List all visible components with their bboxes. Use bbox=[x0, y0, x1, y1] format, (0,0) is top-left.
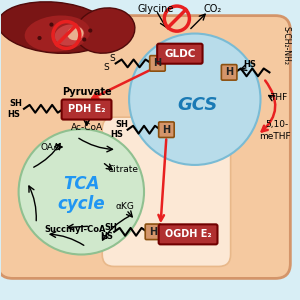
Text: S-CH₂-NH₂: S-CH₂-NH₂ bbox=[281, 26, 290, 65]
Text: Citrate: Citrate bbox=[108, 165, 139, 174]
Text: OAA: OAA bbox=[40, 142, 60, 152]
FancyBboxPatch shape bbox=[150, 56, 165, 71]
Text: TCA: TCA bbox=[63, 175, 100, 193]
Text: H: H bbox=[225, 68, 233, 77]
Text: GLDC: GLDC bbox=[164, 49, 196, 58]
FancyBboxPatch shape bbox=[102, 117, 231, 266]
Text: THF: THF bbox=[270, 93, 287, 102]
Ellipse shape bbox=[55, 24, 84, 46]
Circle shape bbox=[88, 28, 92, 33]
Text: H: H bbox=[162, 125, 170, 135]
Text: CO₂: CO₂ bbox=[204, 4, 222, 14]
Circle shape bbox=[50, 22, 53, 27]
Text: 5,10-: 5,10- bbox=[265, 120, 289, 129]
Text: αKG: αKG bbox=[115, 202, 134, 211]
Text: HS: HS bbox=[244, 60, 256, 69]
Circle shape bbox=[82, 38, 86, 42]
Text: Pyruvate: Pyruvate bbox=[62, 87, 112, 97]
Text: H: H bbox=[153, 58, 161, 68]
FancyBboxPatch shape bbox=[159, 224, 218, 244]
Text: HS: HS bbox=[100, 232, 113, 241]
Text: GCS: GCS bbox=[178, 96, 218, 114]
Text: Ac-CoA: Ac-CoA bbox=[71, 123, 104, 132]
FancyBboxPatch shape bbox=[145, 224, 161, 240]
Ellipse shape bbox=[0, 2, 111, 53]
Text: Succinyl-CoA: Succinyl-CoA bbox=[44, 225, 106, 234]
Text: SH: SH bbox=[10, 99, 23, 108]
FancyBboxPatch shape bbox=[159, 122, 174, 137]
Circle shape bbox=[19, 129, 144, 254]
Circle shape bbox=[38, 36, 42, 40]
Text: Glycine: Glycine bbox=[138, 4, 174, 14]
Text: S: S bbox=[110, 54, 116, 63]
Text: HS: HS bbox=[111, 130, 124, 139]
FancyBboxPatch shape bbox=[157, 44, 203, 64]
Circle shape bbox=[129, 34, 260, 165]
Text: H: H bbox=[149, 227, 157, 237]
Text: S: S bbox=[104, 63, 110, 72]
Ellipse shape bbox=[25, 16, 90, 52]
Ellipse shape bbox=[67, 27, 83, 40]
Text: meTHF: meTHF bbox=[260, 132, 291, 141]
FancyBboxPatch shape bbox=[61, 100, 112, 119]
Text: cycle: cycle bbox=[58, 195, 105, 213]
Text: SH: SH bbox=[105, 223, 118, 232]
FancyBboxPatch shape bbox=[221, 64, 237, 80]
Text: HS: HS bbox=[8, 110, 21, 119]
Text: OGDH E₂: OGDH E₂ bbox=[165, 229, 211, 239]
Ellipse shape bbox=[76, 8, 135, 53]
FancyBboxPatch shape bbox=[0, 16, 290, 278]
Text: SH: SH bbox=[115, 120, 128, 129]
Text: PDH E₂: PDH E₂ bbox=[68, 104, 105, 114]
